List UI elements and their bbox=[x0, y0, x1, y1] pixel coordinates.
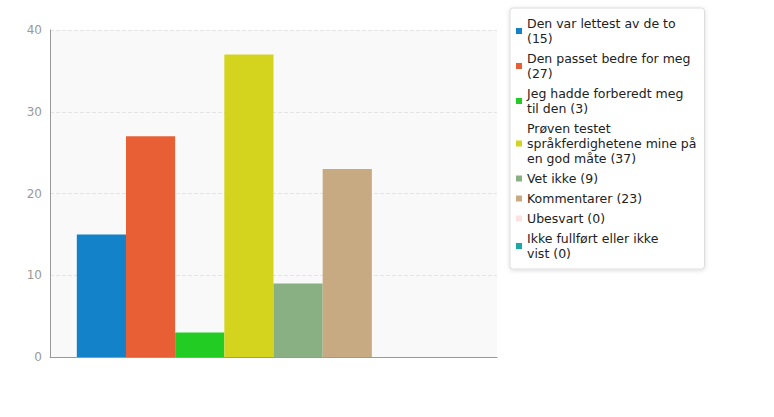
svg-text:40: 40 bbox=[27, 23, 42, 37]
svg-text:0: 0 bbox=[34, 350, 42, 364]
svg-text:vist (0): vist (0) bbox=[527, 246, 571, 261]
svg-text:Vet ikke (9): Vet ikke (9) bbox=[527, 171, 598, 186]
svg-text:(27): (27) bbox=[527, 66, 553, 81]
svg-text:språkferdighetene mine på: språkferdighetene mine på bbox=[527, 136, 696, 151]
svg-text:10: 10 bbox=[27, 268, 42, 282]
svg-text:Jeg hadde forberedt meg: Jeg hadde forberedt meg bbox=[526, 86, 683, 101]
svg-text:Kommentarer (23): Kommentarer (23) bbox=[527, 191, 642, 206]
svg-text:20: 20 bbox=[27, 187, 42, 201]
svg-text:(15): (15) bbox=[527, 31, 553, 46]
svg-text:Ikke fullført eller ikke: Ikke fullført eller ikke bbox=[527, 231, 659, 246]
svg-text:30: 30 bbox=[27, 105, 42, 119]
svg-text:en god måte (37): en god måte (37) bbox=[527, 151, 636, 166]
svg-text:Den var lettest av de to: Den var lettest av de to bbox=[527, 16, 676, 31]
svg-text:Ubesvart (0): Ubesvart (0) bbox=[527, 211, 605, 226]
svg-text:til den (3): til den (3) bbox=[527, 101, 588, 116]
svg-text:Den passet bedre for meg: Den passet bedre for meg bbox=[527, 51, 690, 66]
svg-text:Prøven testet: Prøven testet bbox=[527, 121, 611, 136]
